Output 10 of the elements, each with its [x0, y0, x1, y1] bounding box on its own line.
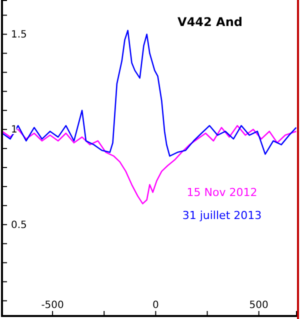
y-tick-label: 1.5 [11, 29, 27, 40]
x-tick-label: 500 [249, 300, 268, 311]
text: 31 juillet 2013 [182, 209, 262, 222]
x-tick-label: 0 [152, 300, 159, 311]
y-tick-label: 0.5 [11, 220, 27, 231]
line-series [2, 124, 297, 204]
x-tick-label: -500 [41, 300, 64, 311]
line-series [2, 30, 297, 157]
text: 15 Nov 2012 [186, 186, 258, 199]
text: V442 And [178, 15, 242, 29]
